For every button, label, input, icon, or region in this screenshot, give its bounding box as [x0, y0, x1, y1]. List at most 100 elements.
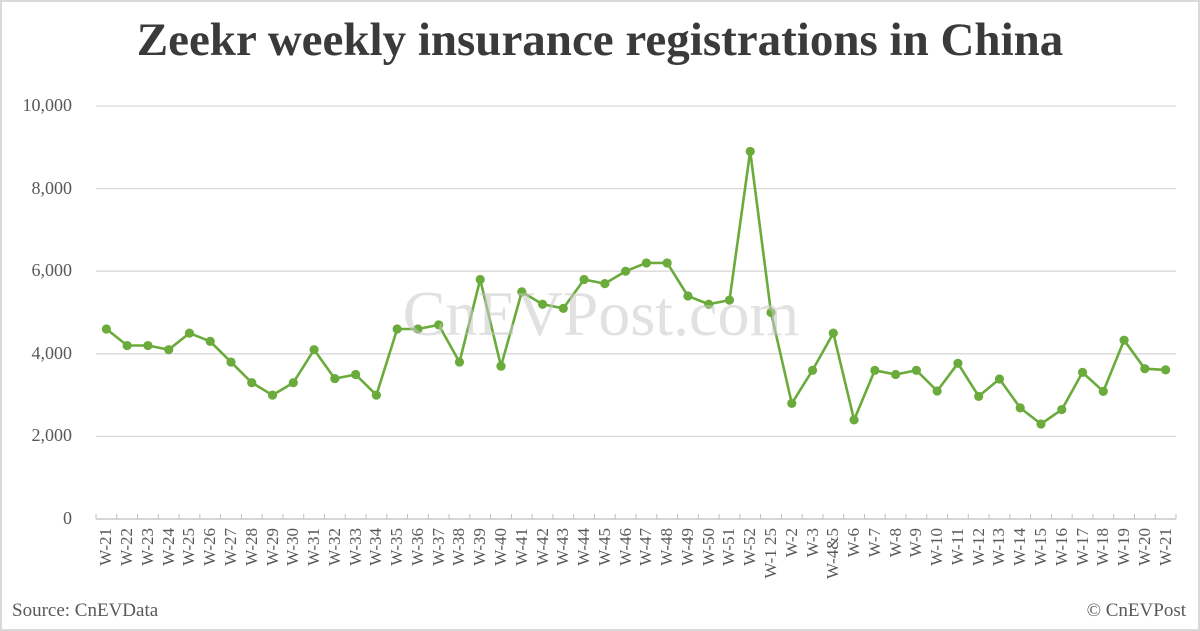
x-tick-label: W-6	[844, 528, 864, 558]
x-tick-label: W-1 25	[761, 528, 780, 579]
x-tick-label: W-50	[698, 528, 718, 566]
y-tick-label: 4,000	[31, 342, 73, 363]
data-point-marker	[226, 357, 236, 367]
x-tick-label: W-28	[241, 528, 261, 566]
x-tick-label: W-45	[594, 528, 614, 566]
x-tick-label: W-8	[885, 528, 905, 558]
x-tick-label: W-35	[387, 528, 407, 566]
data-point-marker	[766, 307, 776, 318]
x-tick-label: W-46	[615, 528, 635, 566]
data-point-marker	[600, 278, 610, 289]
data-point-marker	[1036, 419, 1046, 429]
data-point-marker	[724, 295, 735, 305]
y-tick-label: 2,000	[31, 425, 73, 446]
x-tick-label: W-29	[262, 528, 282, 566]
data-point-marker	[1140, 364, 1150, 374]
data-point-marker	[1161, 365, 1171, 375]
x-tick-label: W-23	[137, 528, 157, 566]
x-tick-label: W-9	[906, 528, 926, 558]
x-tick-label: W-11	[947, 528, 967, 566]
data-point-marker	[475, 274, 485, 285]
data-point-marker	[953, 358, 963, 368]
data-point-marker	[849, 415, 859, 425]
data-point-marker	[434, 320, 444, 330]
data-point-marker	[164, 345, 174, 355]
x-tick-label: W-3	[802, 528, 822, 558]
data-point-marker	[891, 369, 901, 380]
x-tick-label: W-42	[532, 528, 552, 566]
x-tick-label: W-7	[864, 528, 884, 558]
x-tick-label: W-44	[574, 528, 594, 566]
x-tick-label: W-37	[428, 528, 448, 566]
data-point-marker	[828, 328, 838, 338]
x-tick-label: W-16	[1051, 528, 1071, 566]
data-point-marker	[1057, 404, 1067, 415]
y-tick-label: 10,000	[22, 95, 73, 115]
x-tick-label: W-18	[1093, 528, 1113, 566]
data-point-marker	[870, 365, 880, 375]
x-tick-label: W-36	[407, 528, 427, 566]
y-tick-label: 8,000	[31, 177, 73, 198]
data-point-marker	[1098, 386, 1108, 396]
data-point-marker	[330, 373, 340, 384]
data-point-marker	[454, 357, 465, 367]
data-point-marker	[267, 390, 278, 400]
x-tick-label: W-10	[927, 528, 947, 566]
x-tick-label: W-17	[1072, 528, 1092, 566]
data-point-marker	[787, 398, 797, 408]
data-point-marker	[371, 390, 381, 400]
data-point-marker	[392, 324, 402, 334]
x-tick-label: W-49	[677, 528, 697, 566]
data-point-marker	[351, 369, 361, 380]
x-tick-label: W-15	[1031, 528, 1050, 566]
x-tick-label: W-24	[158, 528, 178, 566]
x-tick-label: W-21	[96, 528, 116, 566]
x-tick-label: W-12	[968, 528, 988, 566]
data-point-marker	[309, 345, 319, 355]
x-tick-label: W-19	[1114, 528, 1134, 566]
x-tick-label: W-31	[304, 528, 324, 566]
x-tick-label: W-52	[740, 528, 760, 566]
data-point-marker	[122, 340, 132, 351]
data-point-marker	[1015, 403, 1025, 413]
x-tick-label: W-30	[283, 528, 303, 566]
data-point-marker	[205, 336, 215, 347]
data-point-marker	[184, 328, 195, 338]
x-tick-label: W-22	[117, 528, 137, 566]
data-point-marker	[974, 391, 984, 401]
x-tick-label: W-21	[1155, 528, 1175, 566]
data-point-marker	[496, 361, 506, 371]
x-tick-label: W-34	[366, 528, 386, 566]
x-tick-label: W-47	[636, 528, 656, 566]
x-tick-label: W-33	[345, 528, 365, 566]
x-tick-label: W-27	[221, 528, 240, 566]
data-point-marker	[1119, 335, 1129, 345]
x-tick-label: W-32	[324, 528, 344, 566]
x-tick-label: W-26	[200, 528, 220, 566]
data-point-marker	[704, 299, 714, 309]
y-tick-label: 0	[63, 508, 72, 528]
data-point-marker	[143, 340, 153, 351]
x-tick-label: W-39	[470, 528, 490, 566]
data-point-marker	[683, 291, 693, 301]
data-point-marker	[745, 146, 755, 157]
data-point-marker	[662, 258, 672, 268]
x-tick-label: W-25	[179, 528, 199, 566]
x-tick-label: W-13	[989, 528, 1009, 566]
x-tick-label: W-51	[719, 528, 739, 566]
x-tick-label: W-4&5	[823, 528, 843, 579]
x-tick-label: W-43	[553, 528, 573, 566]
data-point-marker	[932, 386, 942, 396]
data-point-marker	[911, 365, 921, 375]
x-tick-label: W-20	[1134, 528, 1154, 566]
x-tick-label: W-48	[657, 528, 677, 566]
data-point-marker	[101, 324, 111, 334]
data-point-marker	[994, 374, 1005, 384]
data-point-marker	[537, 299, 548, 309]
x-tick-label: W-40	[491, 528, 510, 566]
data-point-marker	[1077, 367, 1088, 377]
x-tick-label: W-38	[449, 528, 469, 566]
series-line	[105, 150, 1166, 426]
